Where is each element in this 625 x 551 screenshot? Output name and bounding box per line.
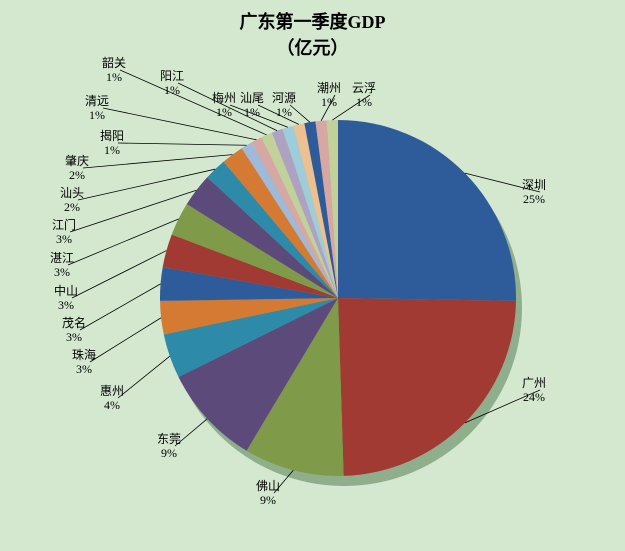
slice-label-percent: 9% (256, 494, 280, 508)
slice-label: 江门3% (52, 219, 76, 247)
slice-label-percent: 1% (240, 106, 264, 120)
slice-label: 东莞9% (157, 433, 181, 461)
slice-label: 潮州1% (317, 82, 341, 110)
slice-label-percent: 9% (157, 447, 181, 461)
slice-label-name: 肇庆 (65, 154, 89, 168)
slice-label-percent: 3% (50, 266, 74, 280)
slice-label: 汕头2% (60, 187, 84, 215)
slice-label: 揭阳1% (100, 130, 124, 158)
slice-label-name: 韶关 (102, 56, 126, 70)
slice-label-name: 阳江 (160, 69, 184, 83)
slice-label-name: 潮州 (317, 81, 341, 95)
pie-slice (338, 298, 516, 476)
slice-label: 湛江3% (50, 252, 74, 280)
slice-label-name: 佛山 (256, 479, 280, 493)
slice-label-name: 云浮 (352, 81, 376, 95)
slice-label-name: 深圳 (522, 178, 546, 192)
slice-label-percent: 1% (317, 96, 341, 110)
slice-label-percent: 4% (100, 399, 124, 413)
slice-label-name: 河源 (272, 91, 296, 105)
slice-label-percent: 3% (72, 363, 96, 377)
slice-label-percent: 1% (352, 96, 376, 110)
slice-label-percent: 1% (212, 106, 236, 120)
slice-label-name: 惠州 (100, 384, 124, 398)
slice-label-percent: 2% (60, 201, 84, 215)
slice-label-percent: 3% (62, 331, 86, 345)
slice-label-name: 汕头 (60, 186, 84, 200)
slice-label-percent: 2% (65, 169, 89, 183)
slice-label: 中山3% (54, 285, 78, 313)
slice-label: 阳江1% (160, 70, 184, 98)
slice-label-name: 珠海 (72, 348, 96, 362)
slice-label: 珠海3% (72, 349, 96, 377)
slice-label-percent: 1% (272, 106, 296, 120)
slice-label-name: 汕尾 (240, 91, 264, 105)
slice-label: 云浮1% (352, 82, 376, 110)
slice-label: 梅州1% (212, 92, 236, 120)
slice-label-percent: 24% (522, 391, 546, 405)
slice-label-name: 清远 (85, 94, 109, 108)
slice-label-name: 中山 (54, 284, 78, 298)
slice-label: 汕尾1% (240, 92, 264, 120)
slice-label: 广州24% (522, 377, 546, 405)
slice-label: 深圳25% (522, 179, 546, 207)
slice-label-name: 揭阳 (100, 129, 124, 143)
slice-label-percent: 1% (85, 109, 109, 123)
slice-label-percent: 3% (52, 233, 76, 247)
slice-label-percent: 1% (160, 84, 184, 98)
slice-label: 惠州4% (100, 385, 124, 413)
slice-label-percent: 25% (522, 193, 546, 207)
slice-label-name: 东莞 (157, 432, 181, 446)
pie-slice (338, 120, 516, 301)
slice-label-name: 梅州 (212, 91, 236, 105)
slice-label: 河源1% (272, 92, 296, 120)
slice-label-percent: 3% (54, 299, 78, 313)
slice-label-percent: 1% (102, 71, 126, 85)
pie-chart (0, 0, 625, 551)
slice-label: 肇庆2% (65, 155, 89, 183)
slice-label: 韶关1% (102, 57, 126, 85)
slice-label: 清远1% (85, 95, 109, 123)
slice-label-name: 湛江 (50, 251, 74, 265)
slice-label-name: 江门 (52, 218, 76, 232)
slice-label-name: 茂名 (62, 316, 86, 330)
slice-label-name: 广州 (522, 376, 546, 390)
slice-label: 佛山9% (256, 480, 280, 508)
slice-label: 茂名3% (62, 317, 86, 345)
slice-label-percent: 1% (100, 144, 124, 158)
